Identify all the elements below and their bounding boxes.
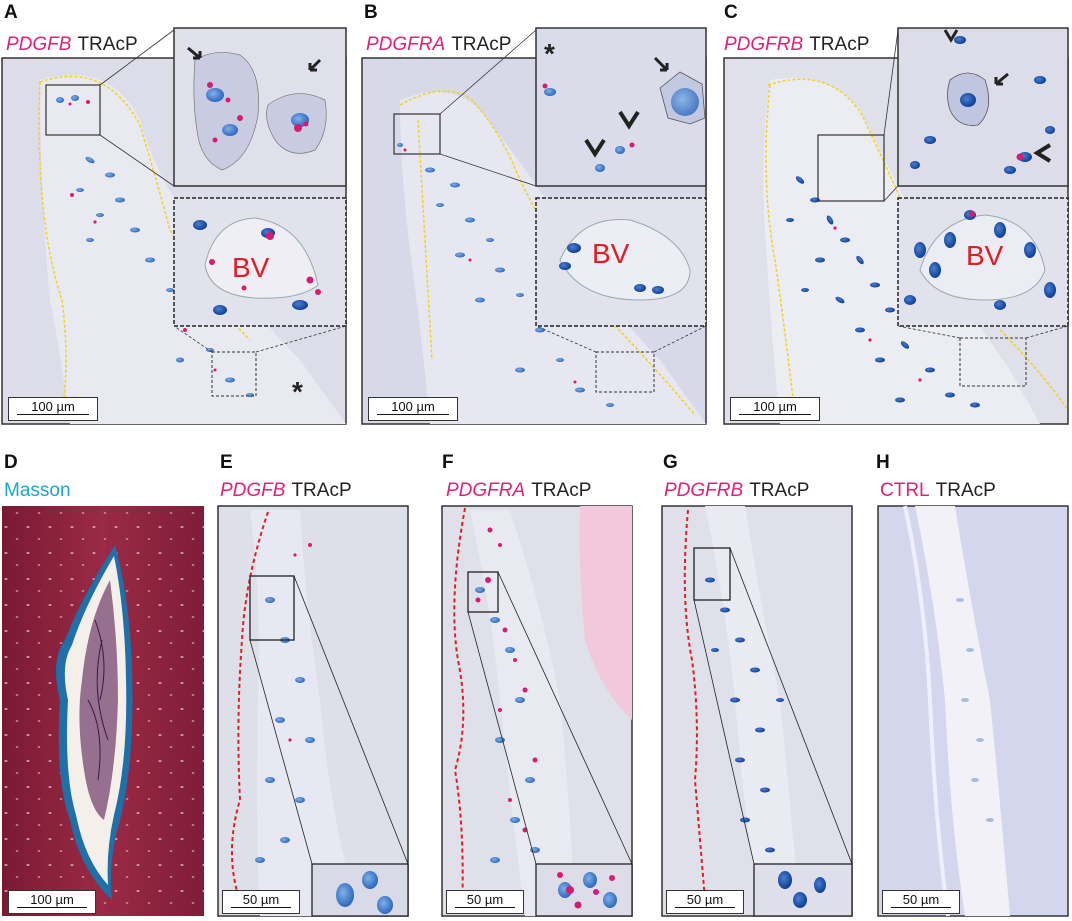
panel-c-gene: PDGFRB [724,34,804,55]
panel-h-trap: TRAcP [935,480,996,501]
panel-e-trap: TRAcP [291,480,352,501]
panel-e-gene: PDGFB [220,480,286,501]
panel-e-image [217,505,409,917]
panel-f-image [441,505,633,917]
panel-g-image [661,505,853,917]
panel-b-bv-label: BV [592,238,630,269]
panel-b-image [361,27,707,425]
panel-d-masson: Masson [4,480,71,501]
panel-a-bv-label: BV [232,252,270,283]
panel-b-stain-label: PDGFRA TRAcP [366,34,511,56]
panel-a-scale-text: 100 µm [31,399,75,414]
panel-label-a: A [4,2,18,23]
panel-f-trap: TRAcP [531,480,592,501]
panel-d-stain-label: Masson [4,480,71,502]
panel-b-scale-bar: 100 µm [368,397,458,421]
panel-f-gene: PDGFRA [446,480,526,501]
panel-h-stain-label: CTRL TRAcP [880,480,996,502]
panel-d-scale-bar: 100 µm [8,890,96,914]
panel-h-image [877,505,1069,917]
panel-e-scale-text: 50 µm [242,892,280,907]
panel-g-gene: PDGFRB [664,480,744,501]
panel-label-g: G [663,452,678,473]
panel-label-c: C [724,2,738,23]
panel-g-trap: TRAcP [749,480,810,501]
panel-h-scale-text: 50 µm [902,892,940,907]
panel-c-trap: TRAcP [809,34,870,55]
panel-c-scale-bar: 100 µm [730,397,820,421]
panel-d-image [2,506,204,916]
panel-b-asterisk: * [544,38,555,69]
panel-label-b: B [364,2,378,23]
panel-a-image [1,27,347,425]
panel-label-h: H [876,452,890,473]
panel-e-scale-bar: 50 µm [222,890,300,914]
panel-h-scale-bar: 50 µm [882,890,960,914]
panel-a-gene: PDGFB [6,34,72,55]
panel-a-trap: TRAcP [77,34,138,55]
panel-b-gene: PDGFRA [366,34,446,55]
panel-b-trap: TRAcP [451,34,512,55]
panel-g-scale-text: 50 µm [686,892,724,907]
panel-b-scale-text: 100 µm [391,399,435,414]
panel-f-scale-bar: 50 µm [446,890,524,914]
panel-d-scale-text: 100 µm [30,892,74,907]
panel-a-scale-bar: 100 µm [8,397,98,421]
panel-c-scale-text: 100 µm [753,399,797,414]
panel-g-scale-bar: 50 µm [666,890,744,914]
panel-label-e: E [220,452,233,473]
panel-c-stain-label: PDGFRB TRAcP [724,34,869,56]
panel-a-stain-label: PDGFB TRAcP [6,34,138,56]
panel-label-d: D [4,452,18,473]
panel-h-ctrl: CTRL [880,480,930,501]
panel-label-f: F [442,452,454,473]
panel-c-image [723,27,1069,425]
panel-a-asterisk: * [292,376,303,407]
panel-g-stain-label: PDGFRB TRAcP [664,480,809,502]
panel-f-stain-label: PDGFRA TRAcP [446,480,591,502]
panel-c-bv-label: BV [966,240,1004,271]
panel-e-stain-label: PDGFB TRAcP [220,480,352,502]
panel-f-scale-text: 50 µm [466,892,504,907]
